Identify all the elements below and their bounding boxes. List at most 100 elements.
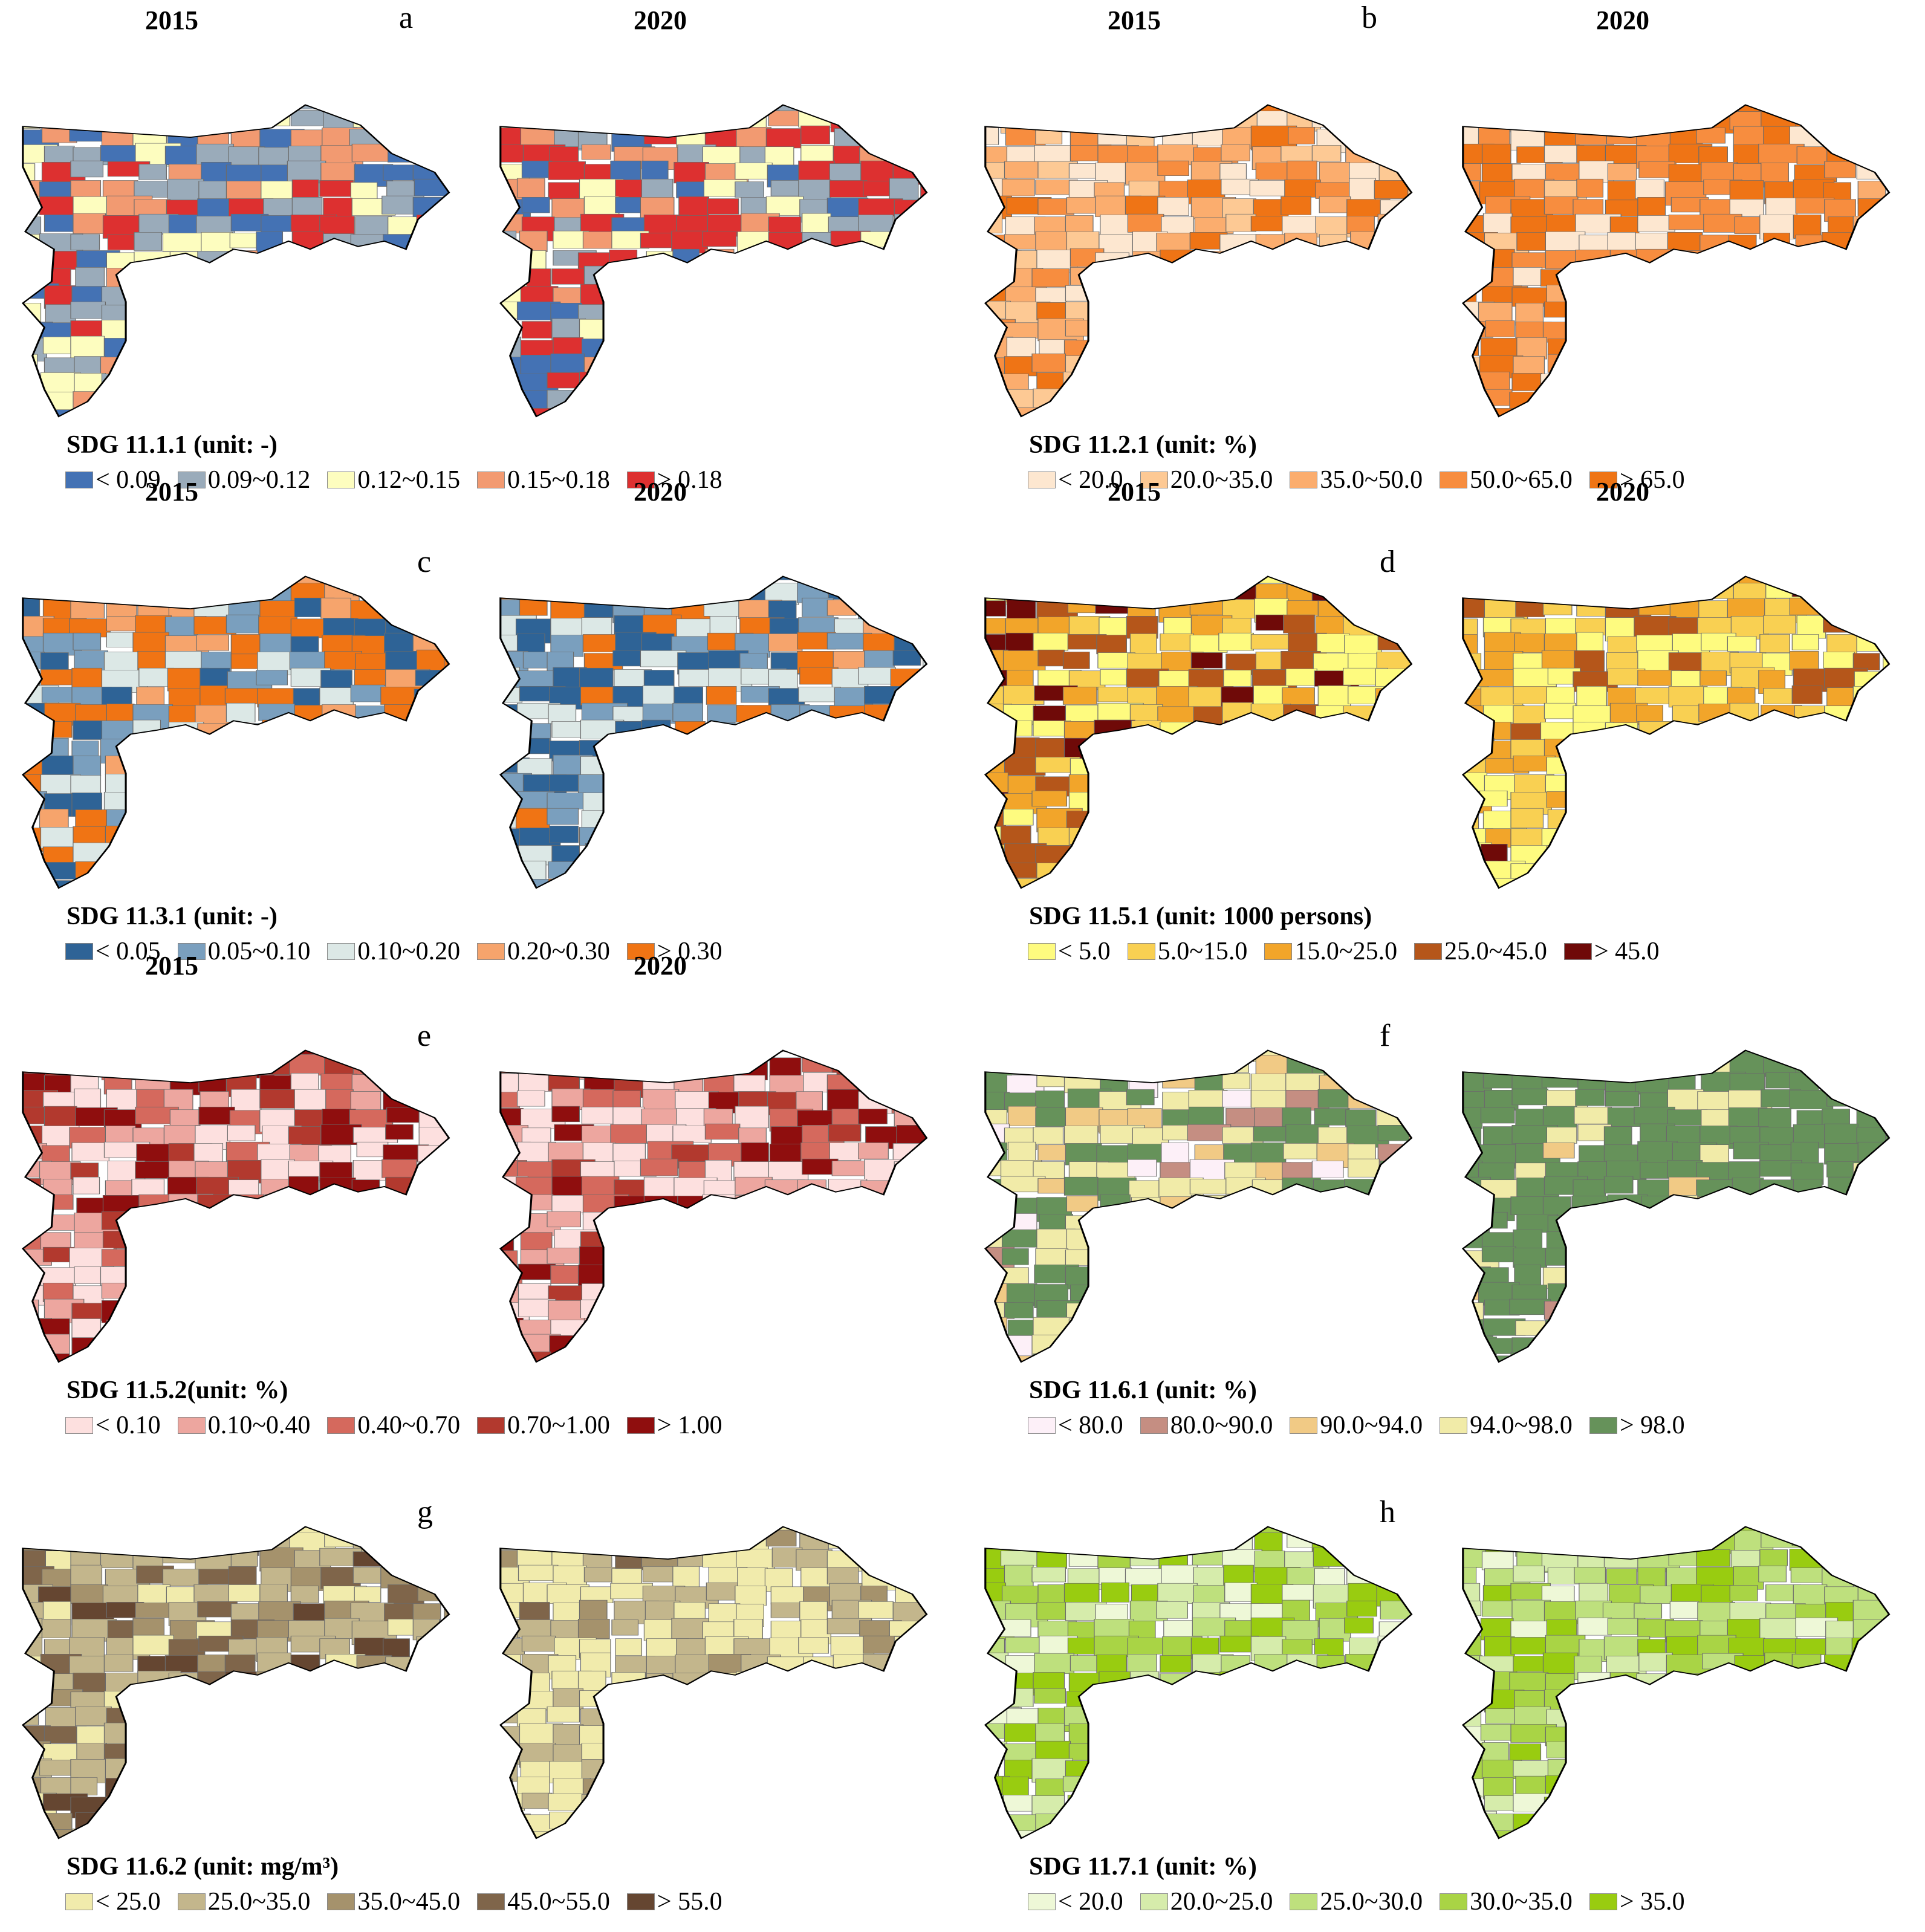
- county-region: [1375, 1705, 1405, 1729]
- county-region: [1156, 879, 1187, 888]
- county-region: [1667, 723, 1708, 747]
- county-region: [1283, 302, 1325, 321]
- county-region: [585, 112, 612, 129]
- county-region: [1794, 1794, 1839, 1815]
- county-region: [1856, 739, 1885, 761]
- county-region: [288, 105, 320, 109]
- county-region: [1315, 216, 1351, 238]
- county-region: [1222, 339, 1256, 359]
- county-region: [553, 1831, 591, 1838]
- panel-a: 2015 2020 a SDG 11.1.1 (unit: -) < 0.09 0.09~…: [0, 0, 962, 494]
- county-region: [985, 881, 1010, 888]
- county-region: [1378, 371, 1412, 396]
- county-region: [676, 1810, 715, 1830]
- county-region: [830, 1231, 862, 1251]
- county-region: [1156, 1534, 1187, 1552]
- county-region: [415, 322, 449, 340]
- legend-label: > 1.00: [657, 1412, 722, 1439]
- county-region: [1348, 251, 1385, 274]
- county-region: [1820, 1057, 1851, 1081]
- county-region: [1763, 1353, 1807, 1362]
- county-region: [1696, 1318, 1729, 1339]
- county-region: [290, 1213, 331, 1237]
- county-region: [1852, 686, 1888, 708]
- county-region: [449, 1195, 492, 1212]
- county-region: [384, 846, 421, 867]
- county-region: [1409, 1299, 1412, 1319]
- county-region: [167, 409, 209, 417]
- county-region: [500, 1638, 525, 1655]
- county-region: [351, 1050, 392, 1055]
- county-region: [924, 671, 927, 689]
- county-region: [612, 269, 649, 292]
- county-region: [168, 740, 203, 761]
- county-region: [195, 1793, 233, 1812]
- county-region: [22, 863, 50, 879]
- county-region: [22, 338, 47, 361]
- county-region: [261, 1246, 301, 1264]
- county-region: [614, 1302, 651, 1320]
- county-region: [896, 1655, 927, 1671]
- indicator-title: SDG 11.5.1 (unit: 1000 persons): [1029, 903, 1372, 930]
- county-region: [1381, 719, 1412, 741]
- county-region: [1219, 1057, 1249, 1073]
- county-region: [288, 740, 333, 758]
- county-region: [674, 793, 715, 810]
- panel-g: g SDG 11.6.2 (unit: mg/m³) < 25.0 25.0~35.0…: [0, 1422, 962, 1916]
- county-region: [1577, 1214, 1614, 1236]
- county-region: [1666, 1233, 1712, 1251]
- county-region: [799, 1320, 845, 1341]
- map-c-right: [499, 575, 928, 889]
- county-region: [1285, 810, 1325, 833]
- county-region: [1856, 1655, 1886, 1679]
- county-region: [733, 1638, 773, 1656]
- map-right: [1451, 1018, 1898, 1369]
- county-region: [678, 196, 709, 218]
- region-outline: [1461, 575, 1891, 889]
- county-region: [1193, 863, 1222, 886]
- county-region: [228, 1250, 273, 1271]
- county-region: [1255, 1351, 1294, 1362]
- county-region: [1670, 1814, 1698, 1833]
- county-region: [1851, 1092, 1889, 1107]
- county-region: [1826, 1161, 1867, 1178]
- county-region: [1462, 722, 1483, 739]
- county-region: [895, 1673, 927, 1690]
- county-region: [1573, 791, 1603, 813]
- county-region: [198, 1810, 229, 1829]
- county-region: [1886, 1180, 1889, 1205]
- county-region: [22, 1688, 45, 1707]
- county-region: [802, 1831, 831, 1838]
- county-region: [412, 722, 441, 742]
- county-region: [1857, 1335, 1889, 1360]
- county-region: [1407, 1265, 1412, 1290]
- county-region: [985, 112, 1016, 128]
- county-region: [1640, 845, 1684, 863]
- county-region: [895, 599, 925, 621]
- county-region: [1189, 1526, 1221, 1531]
- county-region: [1158, 1284, 1189, 1306]
- county-region: [985, 1796, 1004, 1821]
- county-region: [1315, 1355, 1361, 1362]
- county-region: [74, 1532, 117, 1549]
- county-region: [1157, 1250, 1198, 1273]
- county-region: [1855, 1317, 1889, 1338]
- county-region: [611, 1526, 643, 1536]
- county-region: [1609, 1336, 1655, 1359]
- county-region: [1885, 879, 1889, 888]
- county-region: [103, 863, 136, 881]
- county-region: [1730, 1674, 1764, 1694]
- county-region: [521, 160, 553, 178]
- county-region: [1826, 775, 1862, 797]
- county-region: [518, 1263, 556, 1280]
- county-region: [1823, 615, 1857, 633]
- county-region: [293, 1725, 324, 1742]
- county-region: [890, 618, 921, 637]
- county-region: [1219, 320, 1260, 336]
- county-region: [42, 336, 71, 354]
- county-region: [232, 322, 267, 345]
- county-region: [1888, 704, 1889, 729]
- county-region: [1158, 1317, 1204, 1336]
- county-region: [1573, 1050, 1604, 1054]
- county-region: [450, 147, 492, 169]
